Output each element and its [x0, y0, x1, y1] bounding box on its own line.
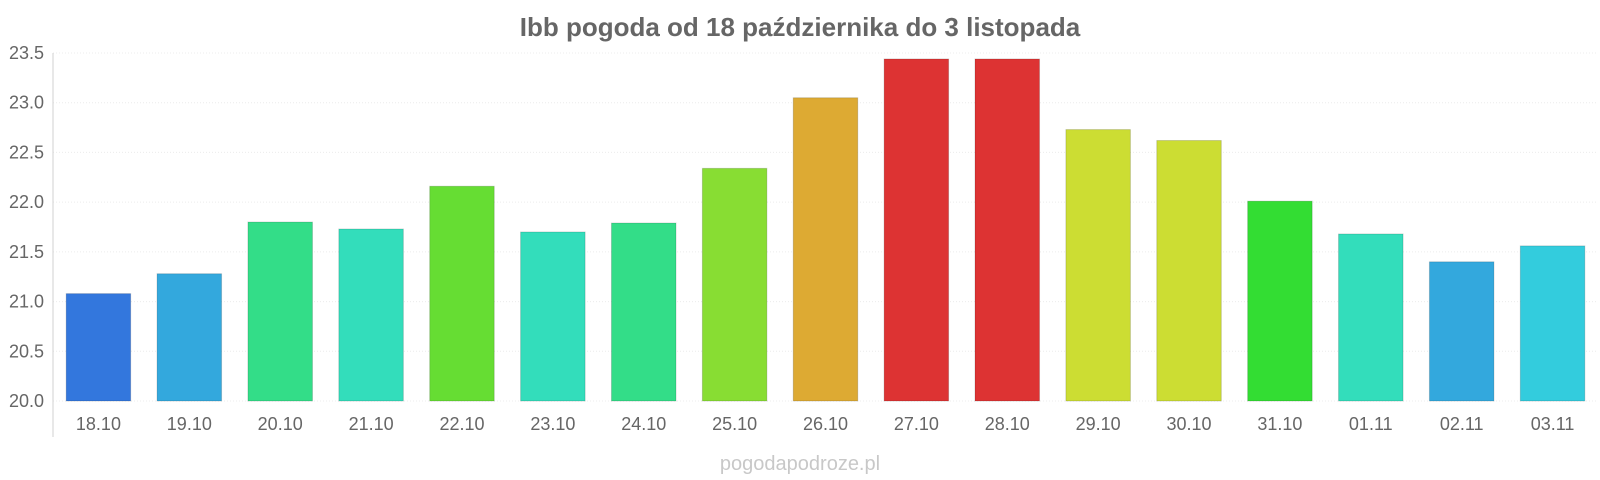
x-tick-label: 19.10 — [167, 414, 212, 434]
y-tick-label: 22.5 — [9, 142, 44, 162]
x-tick-label: 21.10 — [349, 414, 394, 434]
y-tick-label: 22.0 — [9, 192, 44, 212]
x-tick-label: 22.10 — [439, 414, 484, 434]
x-tick-label: 02.11 — [1440, 414, 1484, 434]
bar — [1065, 129, 1131, 402]
x-tick-label: 18.10 — [76, 414, 121, 434]
y-tick-label: 23.5 — [9, 43, 44, 63]
bar — [883, 58, 950, 402]
bar — [974, 58, 1041, 402]
x-tick-label: 27.10 — [894, 414, 939, 434]
x-tick-label: 31.10 — [1257, 414, 1302, 434]
x-tick-label: 28.10 — [985, 414, 1030, 434]
y-tick-label: 20.0 — [9, 391, 44, 411]
bars — [65, 58, 1586, 402]
bar — [429, 185, 495, 402]
x-tick-label: 20.10 — [258, 414, 303, 434]
y-tick-label: 23.0 — [9, 93, 44, 113]
bar — [701, 167, 768, 402]
x-axis-ticks: 18.10 19.10 20.10 21.10 22.10 23.10 24.10 25.10… — [76, 414, 1575, 434]
bar — [1247, 200, 1313, 402]
x-tick-label: 25.10 — [712, 414, 757, 434]
y-tick-label: 21.0 — [9, 292, 44, 312]
x-tick-label: 24.10 — [621, 414, 666, 434]
x-tick-label: 29.10 — [1076, 414, 1121, 434]
x-tick-label: 03.11 — [1531, 414, 1575, 434]
bar — [610, 222, 677, 402]
x-tick-label: 01.11 — [1349, 414, 1393, 434]
y-tick-label: 21.5 — [9, 242, 44, 262]
bar — [1338, 233, 1404, 402]
bar — [65, 293, 132, 402]
footer-watermark: pogodapodroze.pl — [720, 453, 880, 475]
bar — [1156, 139, 1222, 402]
bar — [792, 97, 859, 402]
bar — [1519, 245, 1586, 402]
y-tick-label: 20.5 — [9, 341, 44, 361]
bar — [156, 273, 223, 402]
x-tick-label: 30.10 — [1167, 414, 1212, 434]
bar — [520, 231, 586, 402]
y-axis-ticks: 20.0 20.5 21.0 21.5 22.0 22.5 23.0 23.5 — [9, 43, 44, 411]
x-tick-label: 23.10 — [530, 414, 575, 434]
bar — [338, 228, 404, 402]
bar — [247, 221, 313, 402]
chart-title: Ibb pogoda od 18 października do 3 listo… — [520, 12, 1081, 42]
x-tick-label: 26.10 — [803, 414, 848, 434]
bar — [1428, 261, 1495, 402]
